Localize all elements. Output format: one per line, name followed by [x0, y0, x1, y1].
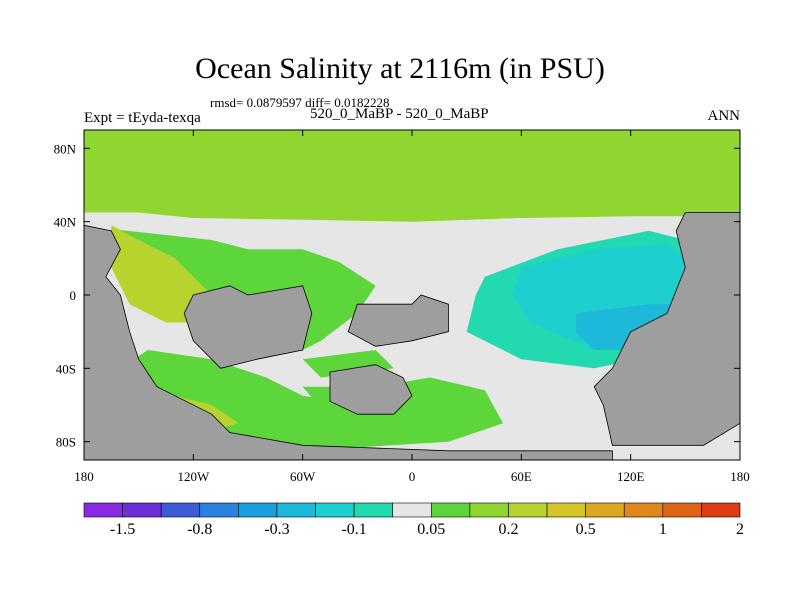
stats-label: rmsd= 0.0879597 diff= 0.0182228 — [210, 95, 390, 110]
colorbar-swatch — [353, 502, 394, 518]
colorbar-swatch — [546, 502, 586, 518]
colorbar-label: 0.2 — [498, 521, 518, 538]
region-central-continent-2 — [347, 294, 449, 347]
season-label: ANN — [707, 108, 741, 124]
colorbar-swatch — [238, 502, 278, 518]
colorbar-swatch — [623, 502, 664, 518]
experiment-label: Expt = tEyda-texqa — [84, 110, 201, 126]
colorbar-swatch — [276, 502, 316, 518]
chart-title: Ocean Salinity at 2116m (in PSU) — [195, 52, 605, 85]
colorbar-swatch — [430, 502, 471, 518]
region-central-continent-1 — [183, 285, 313, 369]
colorbar-label: -0.8 — [187, 521, 212, 538]
x-tick-label: 0 — [409, 469, 416, 484]
x-tick-label: 180 — [730, 469, 750, 484]
x-tick-label: 120W — [177, 469, 210, 484]
x-tick-label: 60W — [290, 469, 316, 484]
colorbar-swatch — [508, 502, 548, 518]
x-tick-label: 60E — [511, 469, 532, 484]
colorbar-label: -1.5 — [110, 521, 135, 538]
colorbar-swatch — [701, 502, 741, 518]
y-tick-label: 40S — [56, 361, 76, 376]
axes: 180 120W 60W 0 60E 120E 180 80N 40N 0 40S 80S — [54, 130, 750, 484]
colorbar-swatch — [160, 502, 201, 518]
colorbar-label: 1 — [659, 521, 667, 538]
colorbar-swatch — [199, 502, 239, 518]
region-west-continent — [84, 224, 613, 460]
colorbar-swatch — [83, 502, 123, 518]
colorbar-label: -0.1 — [341, 521, 366, 538]
colorbar-swatch — [122, 502, 162, 518]
colorbar: -1.5 -0.8 -0.3 -0.1 0.05 0.2 0.5 1 2 — [83, 502, 744, 538]
cases-label: 520_0_MaBP - 520_0_MaBP — [310, 106, 489, 122]
y-tick-label: 0 — [70, 288, 77, 303]
colorbar-swatch — [585, 502, 625, 518]
y-tick-label: 40N — [54, 215, 77, 230]
colorbar-swatch — [315, 502, 355, 518]
region-south-island — [329, 364, 413, 415]
colorbar-label: -0.3 — [264, 521, 289, 538]
y-tick-label: 80S — [56, 435, 76, 450]
colorbar-swatch — [392, 502, 432, 518]
x-tick-label: 180 — [74, 469, 94, 484]
x-tick-label: 120E — [617, 469, 645, 484]
y-tick-label: 80N — [54, 141, 77, 156]
colorbar-label: 0.05 — [417, 521, 445, 538]
colorbar-label: 0.5 — [576, 521, 596, 538]
colorbar-swatch — [662, 502, 702, 518]
map-regions — [84, 130, 740, 460]
region-arctic-band — [84, 130, 740, 222]
region-east-continent — [593, 212, 740, 446]
colorbar-swatch — [469, 502, 509, 518]
colorbar-label: 2 — [736, 521, 744, 538]
